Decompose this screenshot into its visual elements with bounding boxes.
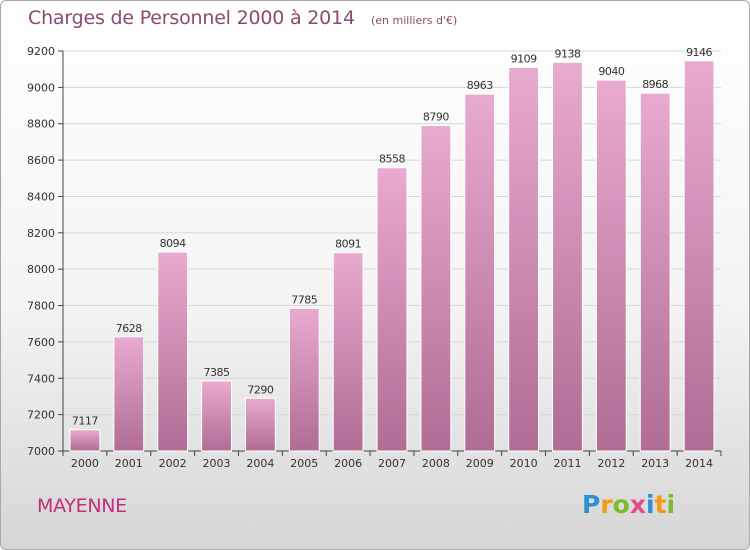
data-label: 8558 xyxy=(379,153,405,166)
logo-letter: i xyxy=(646,490,655,519)
tick-labels: 7000 7200 7400 7600 7800 8000 8200 8400 8600 8800… xyxy=(27,45,713,470)
bars xyxy=(69,60,715,452)
data-label: 8094 xyxy=(160,237,186,250)
y-tick-label: 7800 xyxy=(27,300,55,313)
x-tick-label: 2006 xyxy=(334,457,362,470)
x-tick-label: 2010 xyxy=(510,457,538,470)
data-label: 9138 xyxy=(554,47,580,60)
logo-letter: P xyxy=(582,490,601,519)
bar xyxy=(508,67,540,452)
logo-letter: i xyxy=(666,490,676,519)
data-label: 8790 xyxy=(423,111,449,124)
x-tick-label: 2001 xyxy=(115,457,143,470)
proxiti-logo[interactable]: Proxiti xyxy=(582,490,675,519)
data-label: 7117 xyxy=(72,415,98,428)
x-tick-label: 2007 xyxy=(378,457,406,470)
bar xyxy=(683,60,715,452)
data-label: 7785 xyxy=(291,293,317,306)
data-label: 8091 xyxy=(335,238,361,251)
bar xyxy=(157,251,189,452)
bar xyxy=(113,336,145,452)
x-tick-label: 2008 xyxy=(422,457,450,470)
chart-subtitle: (en milliers d'€) xyxy=(371,14,458,27)
data-label: 8963 xyxy=(467,79,493,92)
chart-title: Charges de Personnel 2000 à 2014 xyxy=(28,7,355,29)
y-tick-label: 9200 xyxy=(27,45,55,58)
bar xyxy=(639,92,671,452)
bar xyxy=(595,79,627,452)
data-label: 9040 xyxy=(598,65,624,78)
bar xyxy=(244,397,276,452)
x-tick-label: 2013 xyxy=(641,457,669,470)
logo-letter: x xyxy=(629,490,646,519)
location-label: MAYENNE xyxy=(37,495,127,517)
y-tick-label: 8200 xyxy=(27,227,55,240)
y-tick-label: 7600 xyxy=(27,336,55,349)
bar xyxy=(552,61,583,452)
x-tick-label: 2011 xyxy=(553,457,581,470)
x-tick-label: 2004 xyxy=(246,457,274,470)
bar xyxy=(464,93,496,452)
x-tick-label: 2000 xyxy=(71,457,99,470)
logo-letter: t xyxy=(654,490,667,519)
data-label: 7385 xyxy=(204,366,230,379)
x-tick-label: 2003 xyxy=(203,457,231,470)
y-tick-label: 7000 xyxy=(27,445,55,458)
y-tick-label: 7400 xyxy=(27,372,55,385)
y-tick-label: 8800 xyxy=(27,118,55,131)
logo-letter: o xyxy=(612,490,630,519)
bar xyxy=(376,167,408,452)
y-tick-label: 9000 xyxy=(27,81,55,94)
data-label: 8968 xyxy=(642,78,668,91)
data-label: 9146 xyxy=(686,46,712,59)
x-tick-label: 2005 xyxy=(290,457,318,470)
bar xyxy=(332,252,364,452)
logo-letter: r xyxy=(600,490,613,519)
x-tick-label: 2012 xyxy=(597,457,625,470)
data-label: 7290 xyxy=(247,383,273,396)
data-labels: 7117 7628 8094 7385 7290 7785 8091 8558 8790 8963… xyxy=(72,46,713,428)
x-tick-label: 2014 xyxy=(685,457,713,470)
y-tick-label: 8400 xyxy=(27,190,55,203)
y-tick-label: 7200 xyxy=(27,409,55,422)
y-tick-label: 8600 xyxy=(27,154,55,167)
bar xyxy=(69,429,101,452)
data-label: 7628 xyxy=(116,322,142,335)
bar xyxy=(420,125,452,452)
data-label: 9109 xyxy=(511,53,537,66)
x-tick-label: 2002 xyxy=(159,457,187,470)
y-tick-label: 8000 xyxy=(27,263,55,276)
bar xyxy=(288,307,320,452)
bar xyxy=(201,380,232,452)
x-tick-label: 2009 xyxy=(466,457,494,470)
